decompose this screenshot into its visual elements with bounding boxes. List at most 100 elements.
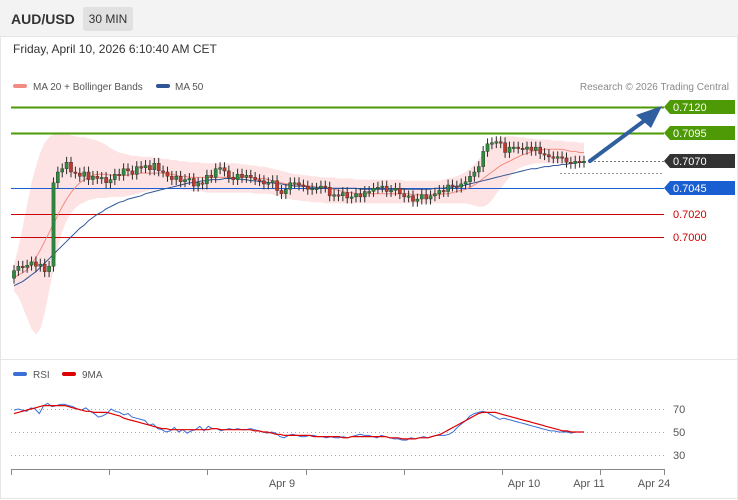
candle (270, 175, 275, 189)
candle-body-up (16, 266, 21, 271)
candle-body-down (178, 176, 183, 182)
candle (226, 165, 231, 183)
candle-body-down (69, 161, 73, 173)
candle-body-up (25, 265, 30, 268)
candle (455, 180, 459, 193)
candle (99, 172, 104, 184)
candle-body-down (148, 165, 152, 171)
candle (384, 180, 389, 197)
candle-body-up (463, 181, 468, 185)
candle-body-down (130, 170, 135, 175)
candle (459, 178, 464, 193)
candle-body-up (367, 191, 372, 194)
candle (257, 174, 262, 187)
candle (178, 170, 183, 188)
candle-body-down (498, 141, 503, 144)
candle-body-up (310, 187, 315, 190)
candle (161, 165, 165, 178)
candle (371, 182, 376, 197)
candle (490, 137, 494, 150)
candle (143, 160, 148, 174)
candle (314, 182, 319, 194)
candle-body-down (77, 172, 82, 177)
rsi-tick-label-70: 70 (673, 404, 685, 416)
candle-body-down (551, 156, 556, 159)
candle-body-up (363, 191, 367, 198)
candle (266, 177, 271, 190)
candle (196, 177, 201, 192)
candle-body-down (520, 147, 525, 150)
candle (520, 142, 525, 155)
candle-body-up (525, 146, 529, 150)
candle-body-up (288, 182, 293, 190)
candle-body-up (143, 165, 148, 168)
candle-body-down (240, 173, 244, 178)
candle (327, 181, 332, 202)
candle (82, 166, 86, 182)
candle-body-up (218, 167, 222, 170)
candle-body-down (398, 187, 402, 194)
candle-body-down (323, 185, 328, 188)
candle (415, 193, 420, 207)
level-label-07095: 0.7095 (673, 128, 707, 140)
candle-body-down (301, 184, 306, 187)
candle (516, 141, 520, 154)
legend-swatch-ma50 (156, 84, 170, 88)
candle (156, 157, 161, 177)
candle (437, 185, 442, 200)
candle (424, 189, 429, 205)
candle (560, 151, 564, 164)
candle-body-up (91, 176, 95, 180)
candle (104, 172, 108, 189)
candle-body-down (156, 163, 161, 172)
candle (169, 170, 174, 185)
candle-body-up (420, 194, 424, 200)
candle-body-up (64, 161, 69, 169)
rsi-9ma-line (13, 405, 584, 440)
candle (91, 170, 95, 185)
candle (310, 182, 315, 195)
candle (200, 177, 205, 190)
candle (389, 185, 393, 197)
candle-body-up (213, 168, 218, 178)
candle (446, 179, 450, 197)
candle (507, 141, 512, 158)
candle (248, 169, 253, 183)
rsi-grid: 70 50 30 (11, 404, 685, 462)
candle-body-up (406, 195, 411, 198)
legend-swatch-9ma (62, 372, 76, 376)
candle (420, 189, 424, 205)
candle-body-down (86, 171, 91, 180)
candle (433, 188, 437, 202)
candle (235, 168, 240, 185)
candle-body-up (60, 168, 64, 173)
candle (152, 157, 157, 176)
candle-body-down (191, 178, 196, 187)
timeframe-button[interactable]: 30 MIN (83, 7, 133, 31)
candle (69, 156, 73, 178)
candle-body-up (332, 194, 336, 197)
candle-body-up (12, 270, 16, 279)
candle-body-up (266, 182, 271, 185)
candle-body-up (121, 168, 126, 176)
candle (288, 177, 293, 195)
candle (134, 161, 139, 180)
candle (529, 141, 534, 156)
candle-body-up (196, 182, 201, 187)
candle (108, 174, 113, 189)
candle-body-down (542, 153, 547, 156)
candle (16, 260, 21, 276)
candle-body-down (262, 180, 266, 185)
candle (582, 155, 586, 168)
level-label-07045: 0.7045 (673, 183, 707, 195)
candle (376, 181, 380, 194)
candle (112, 168, 117, 185)
arrow-shaft (588, 116, 650, 163)
candle (187, 173, 192, 185)
candle-body-up (108, 179, 113, 184)
candle-body-up (459, 183, 464, 188)
chart-date: Friday, April 10, 2026 6:10:40 AM CET (13, 42, 217, 56)
time-axis-label: Apr 10 (508, 478, 540, 490)
candle-body-down (503, 142, 507, 153)
